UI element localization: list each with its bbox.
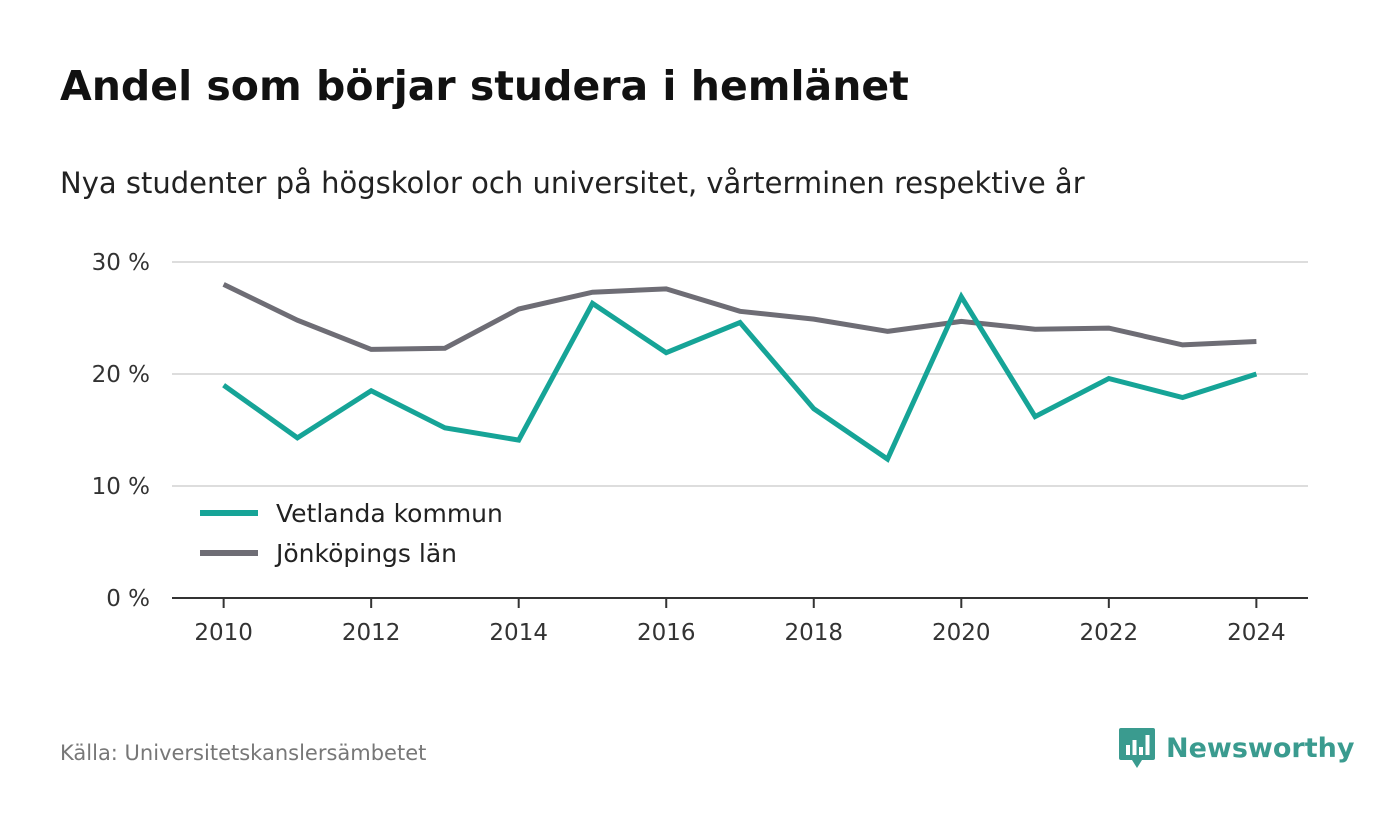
x-axis: 2010 2012 2014 2016 2018 2020 2022 2024 bbox=[172, 597, 1308, 646]
brand-name: Newsworthy bbox=[1166, 732, 1355, 764]
newsworthy-logo-icon bbox=[1119, 728, 1155, 768]
series-lines bbox=[222, 282, 1258, 463]
y-tick-label: 10 % bbox=[92, 474, 150, 500]
brand-logo: Newsworthy bbox=[1118, 726, 1354, 770]
legend: Vetlanda kommun Jönköpings län bbox=[200, 499, 503, 568]
x-tick-label: 2022 bbox=[1080, 620, 1139, 646]
x-tick-label: 2024 bbox=[1227, 620, 1286, 646]
source-note: Källa: Universitetskanslersämbetet bbox=[60, 741, 427, 765]
chart-title: Andel som börjar studera i hemlänet bbox=[60, 62, 909, 110]
x-tick-label: 2010 bbox=[194, 620, 253, 646]
y-tick-label: 30 % bbox=[92, 250, 150, 276]
y-tick-label: 20 % bbox=[92, 362, 150, 388]
x-tick-label: 2014 bbox=[489, 620, 548, 646]
x-tick-label: 2018 bbox=[784, 620, 843, 646]
series-line-jonkoping bbox=[222, 282, 1257, 352]
x-tick-label: 2012 bbox=[342, 620, 401, 646]
gridlines bbox=[172, 261, 1308, 487]
y-tick-label: 0 % bbox=[106, 586, 150, 612]
line-chart: 2010 2012 2014 2016 2018 2020 2022 2024 0 % 10 %… bbox=[92, 250, 1308, 646]
legend-label: Jönköpings län bbox=[274, 539, 457, 568]
y-axis: 0 % 10 % 20 % 30 % bbox=[92, 250, 150, 612]
legend-label: Vetlanda kommun bbox=[276, 499, 503, 528]
x-tick-label: 2016 bbox=[637, 620, 696, 646]
x-tick-label: 2020 bbox=[932, 620, 991, 646]
chart-subtitle: Nya studenter på högskolor och universit… bbox=[60, 166, 1085, 200]
series-line-vetlanda bbox=[222, 291, 1258, 463]
